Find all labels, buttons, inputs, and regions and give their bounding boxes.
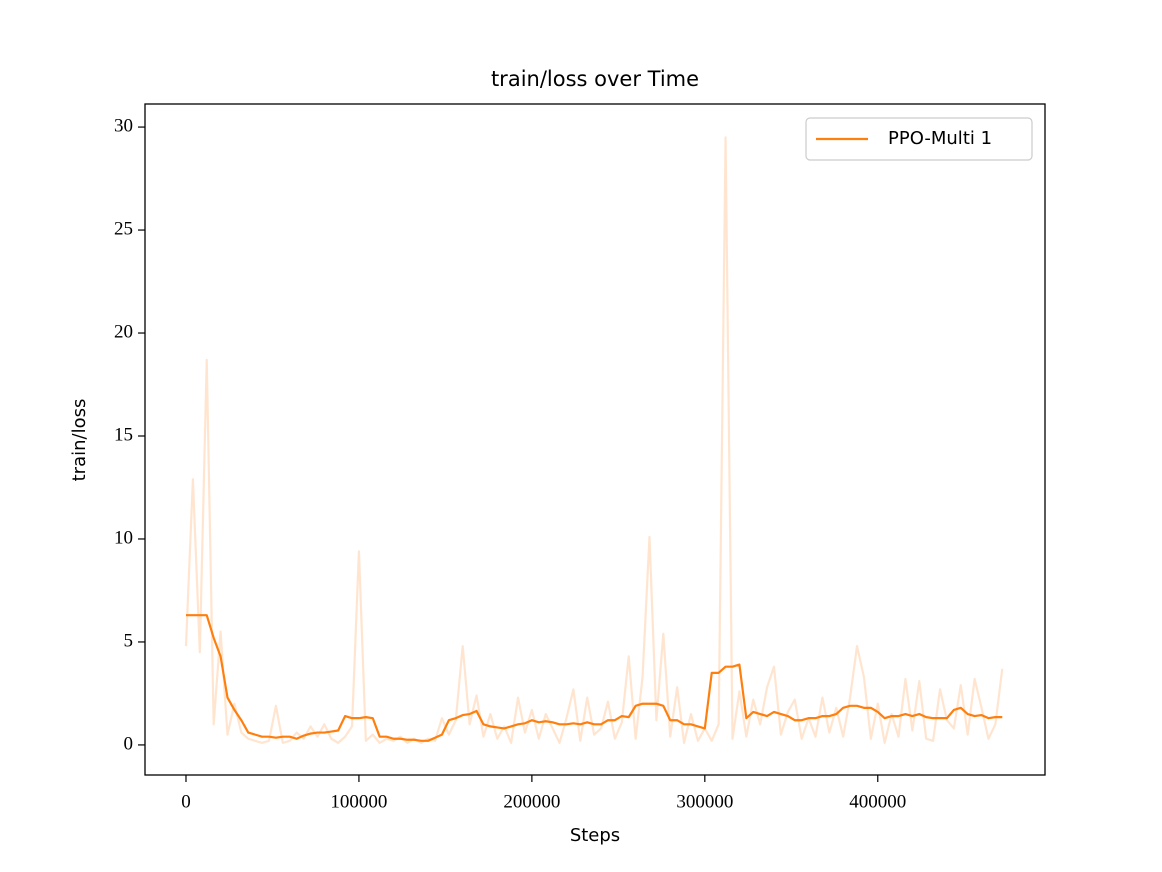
y-axis-label: train/loss <box>69 399 90 482</box>
series-line <box>185 614 1003 742</box>
plot-frame <box>144 103 1046 776</box>
series-line <box>184 136 1004 744</box>
y-tick-label: 15 <box>114 424 133 445</box>
y-tick-label: 25 <box>114 218 133 239</box>
x-tick-label: 300000 <box>676 791 733 812</box>
y-tick-label: 10 <box>114 527 133 548</box>
legend-box <box>805 117 1033 161</box>
y-tick-label: 20 <box>114 321 133 342</box>
x-axis-label: Steps <box>570 825 620 846</box>
x-tick-label: 200000 <box>503 791 560 812</box>
legend-label: PPO-Multi 1 <box>888 128 992 149</box>
y-tick-label: 30 <box>114 115 133 136</box>
x-tick-label: 100000 <box>330 791 387 812</box>
y-tick-label: 0 <box>124 733 134 754</box>
x-tick-label: 400000 <box>849 791 906 812</box>
y-tick-label: 5 <box>124 630 134 651</box>
x-tick-label: 0 <box>181 791 191 812</box>
chart-title: train/loss over Time <box>491 67 699 91</box>
